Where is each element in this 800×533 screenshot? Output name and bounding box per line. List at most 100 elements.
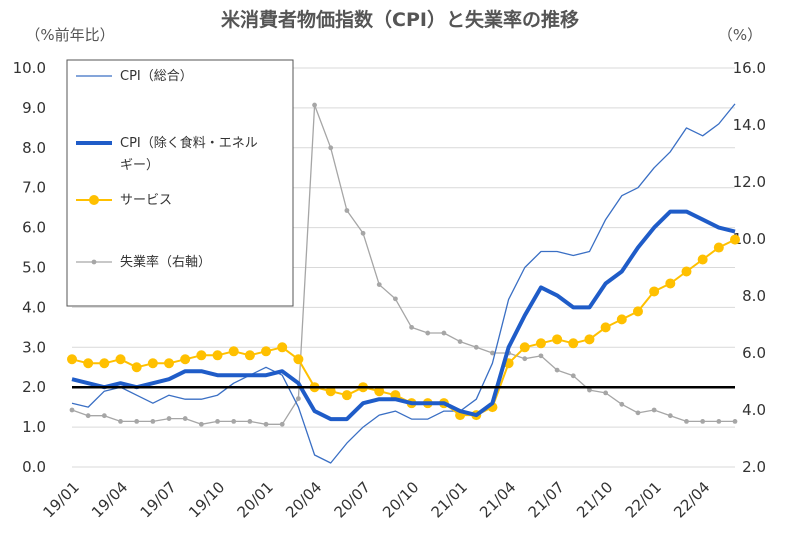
x-tick-label: 19/04 — [88, 478, 131, 521]
data-point — [215, 419, 220, 424]
data-point — [263, 421, 269, 427]
data-point — [490, 350, 495, 356]
data-point — [150, 419, 156, 424]
data-point — [325, 386, 336, 397]
data-point — [147, 358, 158, 369]
right-axis-ticks: 2.0 4.0 6.0 8.0 10.0 12.0 14.0 16.0 — [733, 59, 766, 476]
x-tick-label: 21/01 — [428, 478, 471, 521]
data-point — [344, 208, 350, 213]
data-point — [198, 421, 204, 427]
x-tick-label: 21/07 — [525, 478, 568, 521]
right-tick-label: 10.0 — [733, 230, 766, 248]
data-point — [730, 234, 740, 245]
x-tick-label: 21/04 — [476, 478, 519, 521]
data-point — [244, 350, 255, 361]
x-axis-ticks: 19/01 19/04 19/07 19/10 20/01 20/04 20/07 20/10… — [40, 478, 714, 521]
data-point — [632, 306, 643, 317]
data-point — [293, 354, 304, 365]
right-tick-label: 16.0 — [733, 59, 766, 77]
chart-title: 米消費者物価指数（CPI）と失業率の推移 — [221, 8, 579, 31]
data-point — [164, 358, 175, 369]
series-line — [71, 209, 736, 422]
x-tick-label: 20/01 — [234, 478, 277, 521]
left-tick-label: 6.0 — [22, 219, 46, 237]
left-tick-label: 4.0 — [22, 298, 46, 316]
left-tick-label: 0.0 — [22, 458, 46, 476]
left-tick-label: 8.0 — [22, 139, 46, 157]
right-tick-label: 4.0 — [742, 401, 766, 419]
data-point — [554, 367, 560, 373]
data-point — [118, 419, 123, 424]
data-point — [457, 339, 463, 344]
legend-label: CPI（除く食料・エネルギー） — [120, 135, 258, 173]
legend-label: 失業率（右軸） — [120, 254, 211, 270]
data-point — [212, 350, 223, 361]
left-tick-label: 10.0 — [13, 59, 46, 77]
right-tick-label: 2.0 — [742, 458, 766, 476]
x-tick-label: 22/04 — [670, 478, 713, 521]
x-tick-label: 19/01 — [40, 478, 83, 521]
data-point — [374, 386, 385, 397]
series-line — [71, 104, 735, 425]
data-point — [166, 416, 172, 421]
left-tick-label: 9.0 — [22, 99, 46, 117]
data-point — [584, 334, 595, 345]
data-point — [700, 419, 706, 424]
data-point — [667, 413, 673, 419]
legend-marker — [91, 259, 97, 265]
data-point — [587, 387, 592, 393]
right-axis-unit: （%） — [718, 26, 762, 44]
data-point — [261, 346, 272, 357]
data-point — [247, 419, 253, 424]
data-point — [522, 356, 528, 362]
x-tick-label: 19/07 — [137, 478, 180, 521]
data-point — [651, 407, 657, 413]
data-point — [101, 413, 107, 419]
data-point — [360, 230, 366, 236]
right-tick-label: 6.0 — [742, 344, 766, 362]
data-point — [684, 419, 689, 424]
left-tick-label: 1.0 — [22, 418, 46, 436]
data-point — [603, 390, 609, 396]
left-tick-label: 3.0 — [22, 338, 46, 356]
left-axis-ticks: 0.0 1.0 2.0 3.0 4.0 5.0 6.0 7.0 8.0 9.0 10.0 — [13, 59, 46, 476]
data-point — [67, 354, 77, 365]
data-point — [425, 330, 431, 336]
right-tick-label: 14.0 — [733, 116, 766, 134]
data-point — [538, 353, 544, 359]
data-point — [697, 254, 708, 265]
data-point — [341, 390, 352, 401]
data-point — [681, 266, 692, 277]
legend-label: サービス — [120, 193, 172, 208]
data-point — [713, 242, 724, 253]
data-point — [473, 344, 479, 350]
data-point — [570, 373, 576, 379]
data-point — [83, 358, 94, 369]
legend-label: CPI（総合） — [120, 69, 193, 84]
data-point — [115, 354, 126, 365]
data-point — [69, 407, 75, 413]
x-tick-label: 20/04 — [282, 478, 325, 521]
data-point — [180, 354, 191, 365]
data-point — [131, 362, 142, 373]
data-point — [441, 330, 447, 336]
data-point — [552, 334, 563, 345]
right-tick-label: 8.0 — [742, 287, 766, 305]
x-tick-label: 20/07 — [331, 478, 374, 521]
data-point — [635, 410, 641, 416]
data-point — [519, 342, 530, 353]
data-point — [649, 286, 660, 297]
data-point — [535, 338, 546, 349]
data-point — [328, 145, 334, 151]
data-point — [99, 358, 110, 369]
data-point — [600, 322, 611, 333]
data-point — [409, 324, 414, 330]
x-tick-label: 22/01 — [622, 478, 665, 521]
data-point — [231, 419, 237, 424]
left-tick-label: 2.0 — [22, 378, 46, 396]
data-point — [182, 416, 188, 421]
data-point — [312, 102, 317, 108]
data-point — [277, 342, 288, 353]
